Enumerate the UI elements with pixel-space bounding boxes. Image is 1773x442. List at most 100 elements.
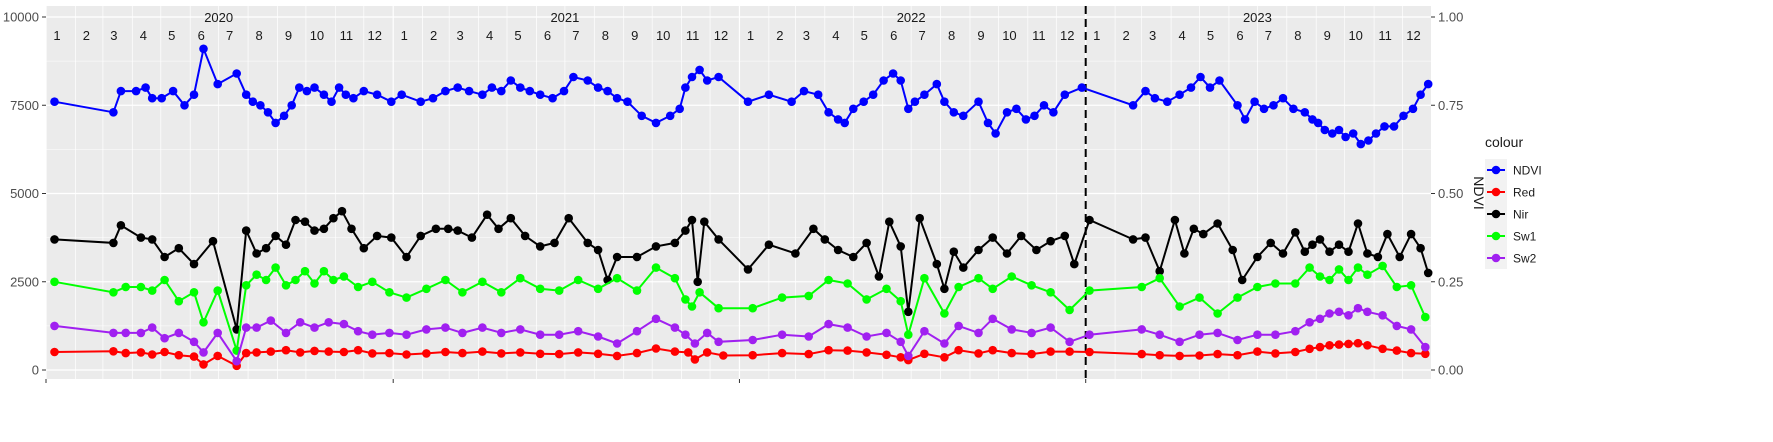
point-nir (189, 259, 199, 269)
month-label: 9 (977, 28, 984, 43)
point-nir (453, 226, 463, 235)
point-sw2 (632, 326, 642, 336)
point-sw1 (121, 282, 130, 292)
point-sw2 (295, 318, 305, 327)
point-ndvi (168, 86, 178, 96)
point-red (1213, 349, 1222, 359)
right-tick-label: 0.50 (1438, 186, 1463, 201)
left-tick-label: 2500 (10, 274, 39, 289)
point-ndvi (506, 76, 516, 85)
point-red (719, 351, 728, 360)
point-sw1 (843, 279, 852, 288)
point-ndvi (681, 83, 690, 92)
point-sw1 (777, 293, 787, 302)
point-sw2 (1378, 311, 1387, 320)
point-nir (109, 238, 118, 248)
point-sw1 (441, 275, 450, 285)
point-sw2 (1315, 314, 1325, 324)
point-nir (494, 224, 503, 234)
point-ndvi (799, 86, 809, 96)
point-red (252, 348, 261, 357)
point-sw1 (422, 284, 431, 294)
point-ndvi (896, 76, 905, 85)
point-ndvi (428, 93, 438, 103)
point-ndvi (271, 118, 280, 128)
point-nir (687, 215, 697, 225)
point-sw2 (1137, 325, 1146, 334)
point-nir (136, 233, 146, 242)
point-ndvi (535, 90, 545, 99)
right-tick-label: 0.00 (1438, 363, 1463, 378)
point-nir (932, 259, 942, 269)
point-nir (261, 243, 271, 253)
point-sw1 (241, 281, 251, 290)
point-nir (1344, 247, 1353, 256)
point-nir (252, 249, 261, 258)
point-ndvi (279, 111, 289, 121)
point-nir (1070, 259, 1079, 269)
point-sw1 (261, 275, 271, 285)
point-nir (535, 242, 545, 251)
grid (45, 6, 1431, 379)
point-nir (949, 247, 959, 256)
point-nir (1199, 229, 1208, 239)
month-label: 3 (110, 28, 117, 43)
point-nir (1315, 235, 1325, 244)
point-sw1 (681, 295, 690, 304)
point-red (478, 347, 487, 356)
point-sw1 (862, 295, 871, 304)
point-red (573, 348, 583, 357)
point-sw1 (300, 266, 310, 276)
month-label: 11 (340, 28, 354, 43)
point-sw2 (777, 330, 787, 340)
point-nir (681, 226, 690, 235)
point-sw1 (368, 277, 377, 287)
point-ndvi (1259, 104, 1269, 114)
point-red (497, 349, 506, 358)
point-ndvi (263, 108, 273, 117)
left-tick-label: 0 (32, 363, 39, 378)
point-nir (319, 224, 329, 234)
point-nir (764, 240, 774, 249)
month-label: 7 (226, 28, 233, 43)
point-ndvi (983, 118, 993, 128)
point-red (160, 347, 169, 357)
point-sw2 (974, 328, 983, 338)
point-ndvi (1278, 93, 1288, 103)
right-tick-label: 0.25 (1438, 274, 1463, 289)
point-ndvi (764, 90, 774, 99)
point-red (1137, 349, 1146, 359)
point-ndvi (441, 86, 450, 96)
point-ndvi (478, 90, 487, 99)
point-ndvi (651, 118, 661, 128)
point-sw1 (632, 286, 642, 295)
point-nir (1046, 236, 1055, 246)
point-sw1 (516, 273, 525, 283)
point-sw1 (974, 273, 983, 283)
point-nir (329, 213, 338, 223)
point-red (1334, 340, 1344, 349)
point-sw1 (954, 282, 963, 292)
point-sw1 (174, 296, 184, 306)
right-axis: 0.00 0.25 0.50 0.75 1.00 (1431, 10, 1463, 378)
point-nir (1423, 268, 1433, 278)
point-red (554, 349, 564, 359)
point-red (266, 347, 276, 356)
point-ndvi (199, 44, 208, 54)
point-sw1 (1353, 263, 1363, 272)
point-sw2 (516, 325, 525, 334)
point-sw2 (174, 328, 184, 338)
point-nir (1189, 224, 1199, 234)
point-red (940, 353, 949, 362)
point-sw2 (189, 337, 199, 347)
point-red (1315, 342, 1325, 352)
point-nir (1416, 243, 1425, 253)
point-ndvi (1423, 79, 1433, 89)
point-sw1 (1253, 282, 1262, 292)
point-sw2 (241, 323, 251, 332)
month-label: 4 (486, 28, 493, 43)
point-sw2 (422, 325, 431, 334)
point-sw2 (109, 328, 118, 338)
point-sw2 (554, 330, 564, 340)
point-sw2 (147, 323, 157, 332)
